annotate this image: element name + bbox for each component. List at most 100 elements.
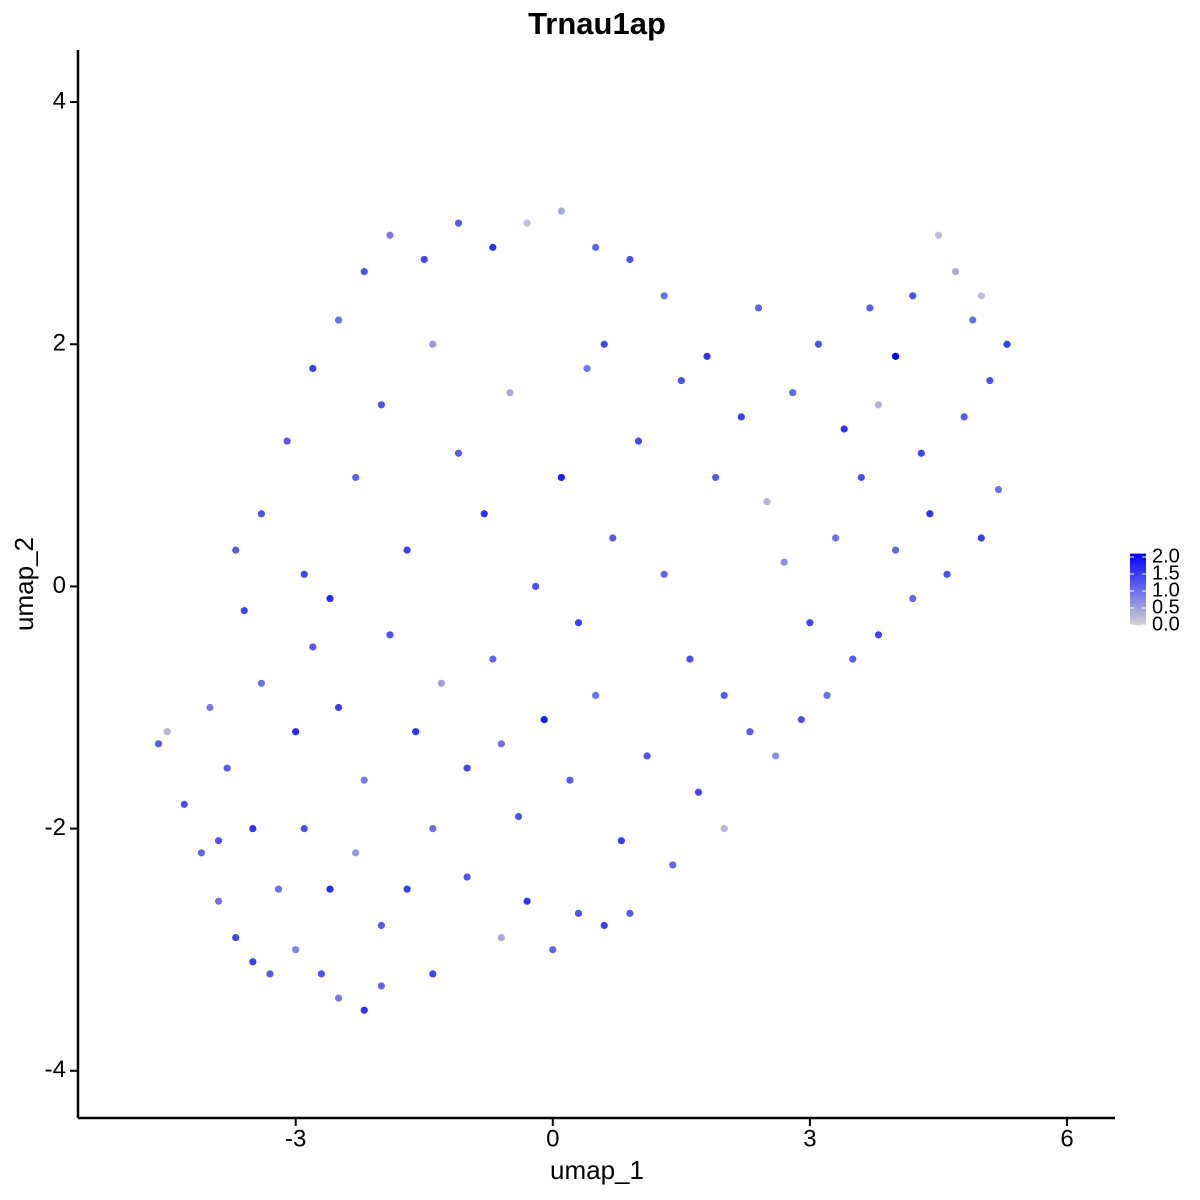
point <box>240 607 248 615</box>
point <box>352 849 360 857</box>
point <box>720 824 728 833</box>
point <box>412 728 420 736</box>
point <box>840 425 848 433</box>
point <box>969 316 977 324</box>
point <box>617 837 625 845</box>
x-tick-label: -3 <box>285 1125 306 1152</box>
point <box>334 316 343 324</box>
point <box>909 594 917 603</box>
point <box>694 788 703 796</box>
point <box>283 437 291 445</box>
point <box>437 679 445 687</box>
point <box>686 655 694 663</box>
point <box>454 219 463 227</box>
point <box>549 946 557 954</box>
point <box>334 703 343 712</box>
point <box>497 933 505 942</box>
point <box>763 498 771 506</box>
point <box>523 897 531 905</box>
point <box>986 376 994 385</box>
point <box>660 570 668 578</box>
point <box>917 449 925 457</box>
point <box>266 970 274 978</box>
point <box>360 267 368 276</box>
point <box>720 691 728 700</box>
point <box>214 897 223 905</box>
colorbar-label: 1.5 <box>1152 562 1180 584</box>
point <box>506 389 514 397</box>
point <box>274 885 283 893</box>
x-tick-label: 0 <box>546 1125 559 1152</box>
point <box>797 716 805 724</box>
point <box>197 849 206 857</box>
point <box>403 546 411 554</box>
point <box>634 437 643 445</box>
point <box>874 631 883 639</box>
point <box>643 752 651 760</box>
colorbar <box>1130 553 1146 625</box>
point <box>943 570 951 578</box>
point <box>326 594 334 603</box>
point <box>960 413 968 421</box>
point <box>317 970 325 978</box>
point <box>934 231 943 239</box>
y-tick-label: 0 <box>53 572 66 599</box>
point <box>206 703 214 712</box>
point <box>489 243 497 251</box>
point <box>866 304 874 312</box>
point <box>737 413 745 421</box>
point <box>292 728 300 736</box>
point <box>377 921 385 930</box>
point <box>309 364 317 373</box>
point <box>292 946 300 954</box>
point <box>703 352 711 360</box>
point <box>823 691 831 700</box>
point <box>926 510 934 518</box>
point <box>300 824 308 833</box>
point <box>386 231 394 239</box>
point <box>754 304 763 312</box>
point <box>892 352 900 360</box>
point <box>463 764 471 772</box>
point <box>566 776 574 784</box>
x-tick-label: 3 <box>803 1125 816 1152</box>
point <box>403 885 411 893</box>
point <box>377 401 385 409</box>
point <box>712 473 720 482</box>
point <box>994 485 1003 494</box>
point <box>746 728 754 736</box>
point <box>574 909 583 917</box>
point <box>154 740 163 748</box>
point <box>592 691 600 700</box>
point <box>909 292 917 300</box>
point <box>497 740 505 748</box>
point <box>480 510 488 518</box>
point <box>772 752 780 760</box>
y-tick-label: 4 <box>53 87 66 114</box>
point <box>523 219 531 227</box>
point <box>360 776 368 784</box>
point <box>326 885 334 893</box>
point <box>583 364 591 373</box>
point <box>309 643 317 651</box>
point <box>429 824 437 833</box>
point <box>951 267 960 276</box>
point <box>806 619 814 627</box>
point <box>1003 340 1011 348</box>
point <box>660 292 668 300</box>
point <box>429 970 437 978</box>
point <box>489 655 497 663</box>
point <box>600 340 608 348</box>
point <box>232 546 240 554</box>
point <box>977 534 985 542</box>
point <box>249 824 257 833</box>
point <box>626 255 634 264</box>
point <box>232 933 240 942</box>
colorbar-label: 1.0 <box>1152 579 1180 601</box>
point <box>223 764 231 772</box>
point <box>832 534 840 542</box>
point <box>334 994 343 1002</box>
point <box>420 255 428 264</box>
point <box>214 837 223 845</box>
